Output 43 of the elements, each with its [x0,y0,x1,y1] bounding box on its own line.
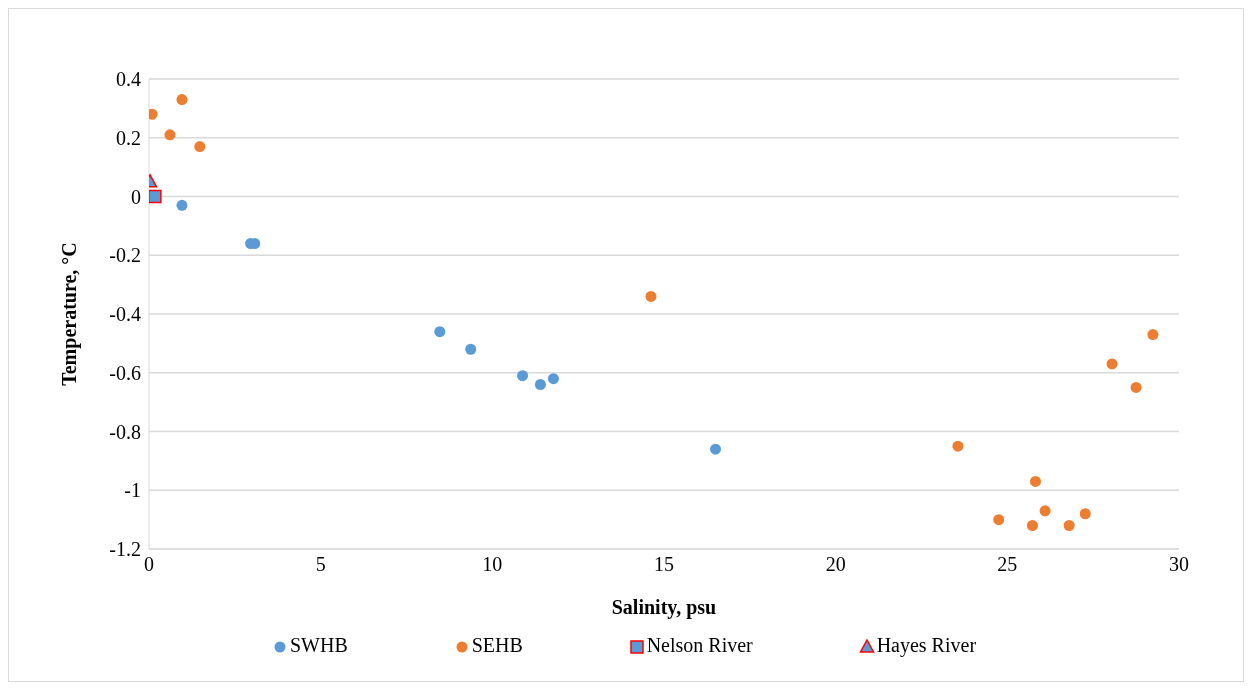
x-tick-label: 20 [825,553,846,576]
y-tick-label: -0.2 [109,244,141,267]
x-tick-label: 10 [482,553,503,576]
y-tick-label: 0 [131,185,141,208]
point [1130,381,1142,393]
point [993,514,1005,526]
x-tick-label: 30 [1169,553,1189,576]
y-tick-label: 0.4 [116,68,141,91]
legend-label: SEHB [471,634,523,657]
y-tick-label: -0.8 [109,420,141,443]
point [645,290,657,302]
x-tick-label: 25 [997,553,1018,576]
point [149,189,162,204]
legend-label: Hayes River [876,634,977,657]
point [1147,329,1159,341]
point [517,370,529,382]
point [1079,508,1091,520]
y-tick-label: 0.2 [116,126,141,149]
point [1026,520,1038,531]
point [952,440,964,452]
y-tick-label: -1.2 [109,538,141,561]
x-tick-label: 5 [315,553,326,576]
y-axis-title: Temperature, °C [58,242,82,386]
point [176,94,188,106]
point [1106,358,1118,370]
point [1063,520,1075,531]
legend-label: SWHB [289,634,348,657]
y-tick-label: -1 [124,479,141,502]
point [434,326,446,338]
point [465,343,477,355]
point [534,379,546,390]
x-tick-label: 15 [654,553,674,576]
point [194,141,206,153]
point [176,199,188,211]
point [1039,505,1051,517]
point [710,443,721,455]
x-axis-title: Salinity, psu [611,596,717,619]
y-tick-label: -0.4 [109,303,141,326]
y-tick-label: -0.6 [109,361,141,384]
legend-label: Nelson River [646,634,753,657]
point [164,129,176,141]
point [1029,475,1041,487]
point [547,373,559,385]
